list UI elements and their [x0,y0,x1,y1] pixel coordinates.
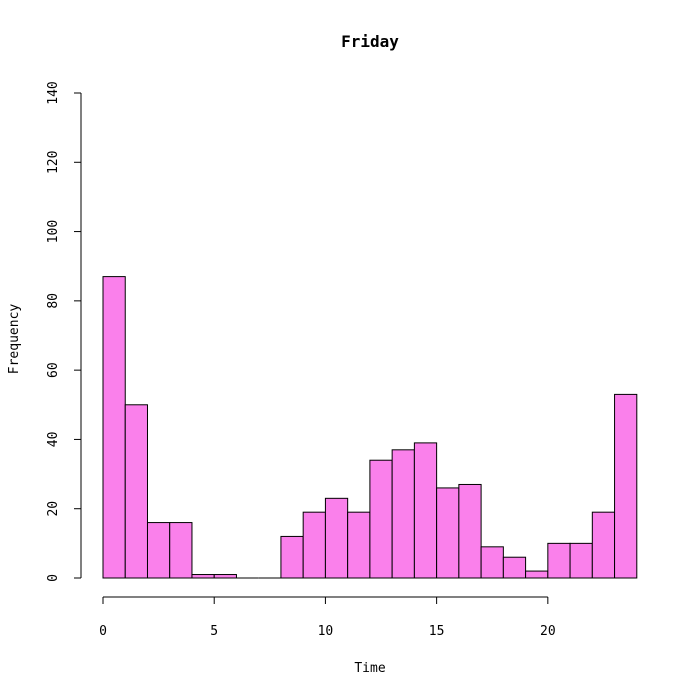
histogram-bar [614,393,638,579]
y-tick-label: 0 [46,574,61,582]
histogram-bar [369,459,393,579]
x-tick-label: 15 [429,624,445,639]
histogram-bar [124,404,148,579]
histogram-bar [391,449,415,579]
histogram-bar [169,522,193,579]
x-tick-label: 20 [540,624,556,639]
histogram-bar [302,511,326,579]
histogram-bar [191,574,215,579]
y-tick-label: 80 [46,293,61,309]
y-tick-label: 100 [46,220,61,243]
y-tick-label: 140 [46,81,61,104]
histogram-bar [458,483,482,579]
histogram-bar [525,570,549,579]
histogram-bar [547,542,571,579]
y-tick-label: 60 [46,362,61,378]
x-tick-label: 5 [210,624,218,639]
y-axis: 0 20 40 60 80 100 120 140 [46,81,82,582]
histogram-bar [146,522,171,579]
histogram-bar [480,546,504,579]
histogram-bar [413,442,438,579]
histogram-bar [436,487,460,579]
histogram-bar [280,535,304,579]
bars-group [102,276,638,579]
x-axis-label: Time [354,661,385,676]
x-axis: 0 5 10 15 20 [99,596,556,639]
histogram-bar [569,542,593,579]
y-tick-label: 120 [46,151,61,174]
histogram-bar [591,511,616,579]
histogram-bar [102,276,126,579]
chart-title: Friday [341,32,399,51]
y-axis-label: Frequency [7,304,22,375]
x-tick-label: 10 [318,624,334,639]
histogram-bar [502,556,527,579]
x-tick-label: 0 [99,624,107,639]
histogram-bar [213,574,237,579]
y-tick-label: 20 [46,501,61,517]
histogram-bar [324,497,349,579]
y-tick-label: 40 [46,432,61,448]
histogram-bar [347,511,371,579]
